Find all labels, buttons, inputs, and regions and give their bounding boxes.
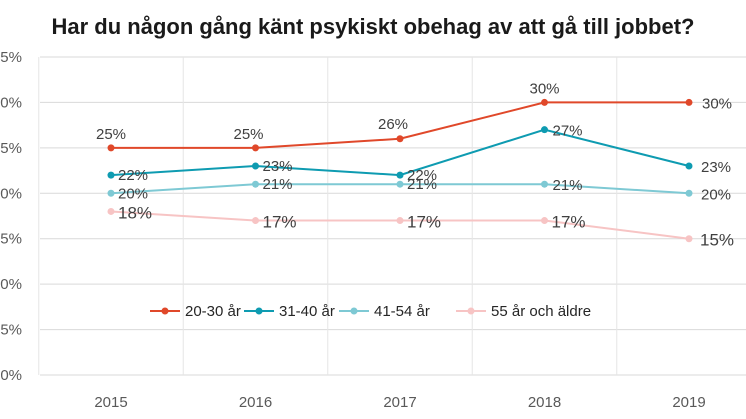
data-point — [685, 235, 693, 243]
data-point — [107, 144, 115, 152]
data-label: 21% — [407, 176, 437, 193]
y-tick-label: 30% — [0, 94, 22, 111]
data-point — [252, 162, 259, 170]
legend: 20-30 år 31-40 år 41-54 år 55 år och äldre — [150, 303, 591, 320]
data-label: 26% — [378, 116, 408, 133]
y-tick-label: 20% — [0, 185, 22, 202]
legend-marker — [350, 307, 358, 315]
data-label: 17% — [551, 213, 585, 232]
series-lines — [107, 98, 693, 243]
data-point — [541, 217, 548, 225]
y-tick-label: 10% — [0, 276, 22, 293]
legend-label: 20-30 år — [185, 303, 241, 320]
y-axis-labels: 0% 5% 10% 15% 20% 25% 30% 35% — [0, 49, 22, 384]
data-point — [685, 162, 693, 170]
x-axis-labels: 2015 2016 2017 2018 2019 — [94, 394, 705, 411]
data-label: 30% — [529, 80, 559, 97]
data-label: 17% — [407, 213, 441, 232]
legend-label: 55 år och äldre — [491, 303, 591, 320]
x-tick-label: 2017 — [383, 394, 416, 411]
data-label: 23% — [701, 159, 731, 176]
data-label: 17% — [262, 213, 296, 232]
data-label: 23% — [262, 158, 292, 175]
data-point — [396, 180, 404, 188]
x-tick-label: 2019 — [672, 394, 705, 411]
data-label: 18% — [118, 203, 152, 222]
data-label: 21% — [262, 176, 292, 193]
y-tick-label: 15% — [0, 231, 22, 248]
legend-marker — [161, 307, 169, 315]
data-label: 15% — [700, 231, 734, 250]
data-point — [252, 180, 259, 188]
data-point — [107, 171, 115, 179]
series-line — [110, 210, 690, 240]
legend-marker — [255, 307, 263, 315]
data-label: 25% — [96, 126, 126, 143]
data-label: 22% — [407, 167, 437, 184]
y-tick-label: 5% — [0, 322, 22, 339]
data-label: 20% — [118, 185, 148, 202]
x-tick-label: 2016 — [239, 394, 272, 411]
y-tick-label: 25% — [0, 140, 22, 157]
data-label: 27% — [552, 123, 582, 140]
data-point — [541, 126, 548, 134]
data-label: 20% — [701, 186, 731, 203]
data-point — [107, 207, 115, 215]
x-tick-label: 2018 — [528, 394, 561, 411]
x-tick-label: 2015 — [94, 394, 127, 411]
y-tick-label: 0% — [0, 367, 22, 384]
data-labels: 25% 25% 26% 30% 30% 22% 23% 22% 27% 23% 20% 21% 21% 2… — [96, 80, 734, 249]
data-point — [685, 189, 693, 197]
data-label: 30% — [702, 95, 732, 112]
legend-label: 41-54 år — [374, 303, 430, 320]
chart-title: Har du någon gång känt psykiskt obehag a… — [51, 14, 695, 39]
data-label: 25% — [233, 126, 263, 143]
data-label: 22% — [118, 167, 148, 184]
data-point — [685, 98, 693, 106]
data-point — [396, 135, 404, 143]
data-point — [396, 171, 404, 179]
data-point — [252, 217, 259, 225]
data-point — [252, 144, 259, 152]
data-point — [396, 217, 404, 225]
data-point — [541, 180, 548, 188]
data-point — [107, 189, 115, 197]
legend-marker — [467, 307, 475, 315]
y-tick-label: 35% — [0, 49, 22, 66]
data-label: 21% — [552, 177, 582, 194]
legend-label: 31-40 år — [279, 303, 335, 320]
data-point — [541, 98, 548, 106]
